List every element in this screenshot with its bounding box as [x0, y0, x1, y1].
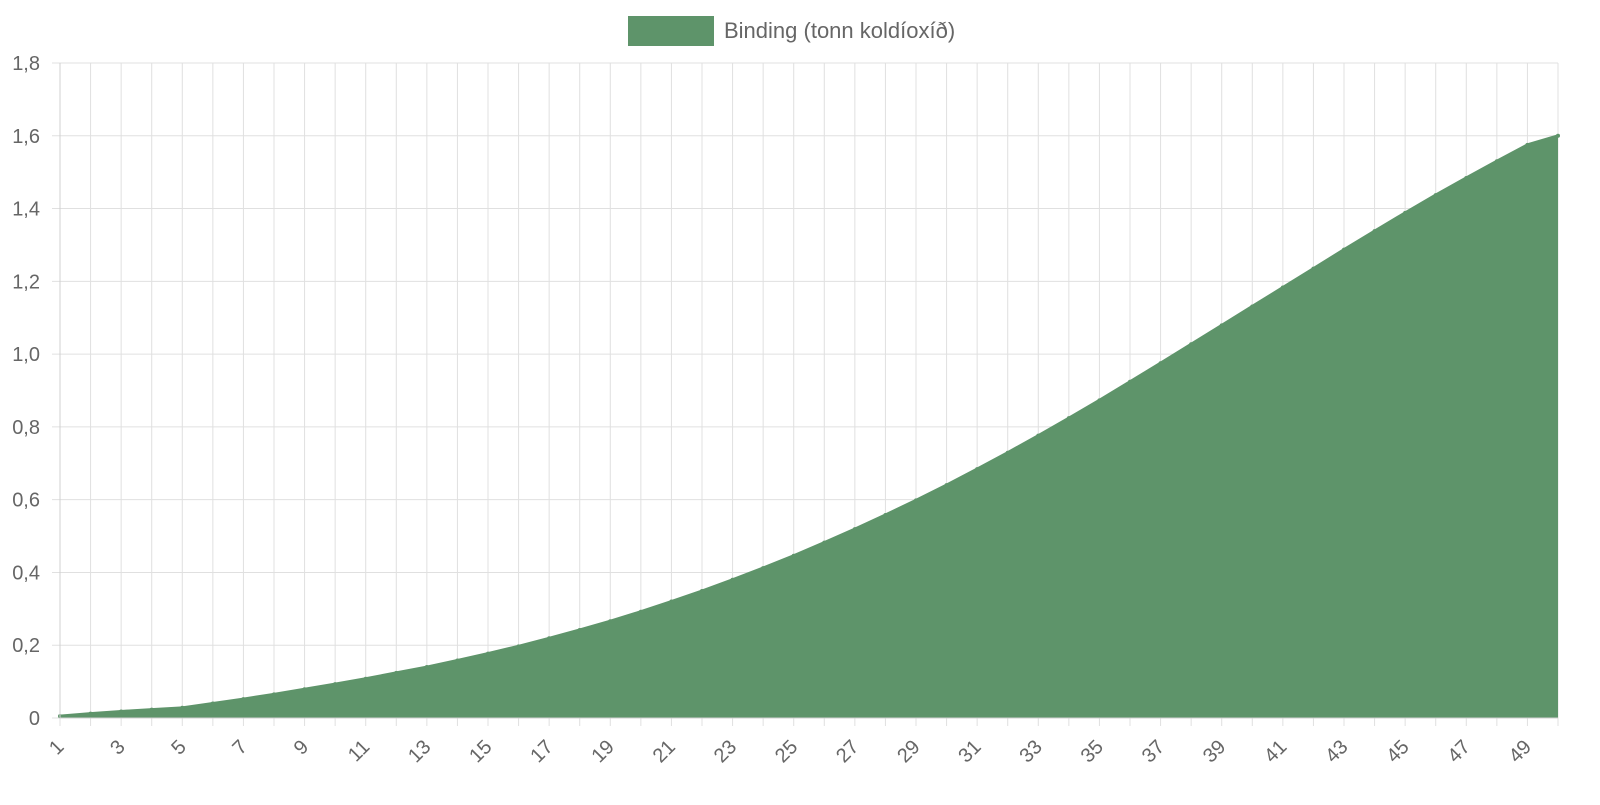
data-point — [700, 589, 704, 594]
data-points — [58, 133, 1560, 719]
data-point — [883, 512, 888, 517]
x-tick-label: 9 — [290, 736, 313, 759]
data-point — [516, 644, 521, 649]
data-point — [1372, 229, 1377, 234]
data-point — [914, 498, 918, 503]
data-point — [1066, 416, 1071, 421]
series-area — [60, 135, 1558, 718]
data-point — [1097, 398, 1102, 403]
data-point — [1128, 379, 1132, 384]
data-point — [1556, 133, 1560, 138]
x-tick-label: 15 — [465, 736, 496, 767]
x-tick-label: 39 — [1199, 736, 1230, 767]
data-point — [1525, 142, 1530, 147]
x-tick-label: 47 — [1444, 736, 1475, 767]
x-tick-label: 33 — [1016, 736, 1047, 767]
data-point — [333, 682, 338, 687]
data-point — [1464, 175, 1469, 180]
data-point — [455, 658, 460, 663]
x-tick-label: 35 — [1077, 736, 1108, 767]
data-point — [1036, 433, 1041, 438]
y-tick-label: 1,8 — [12, 53, 40, 75]
data-point — [149, 707, 154, 712]
data-point — [363, 676, 368, 681]
data-point — [486, 651, 490, 656]
data-point — [547, 636, 552, 641]
y-tick-label: 1,2 — [12, 271, 40, 293]
data-point — [1219, 323, 1224, 328]
data-point — [1342, 247, 1346, 252]
data-point — [1311, 266, 1316, 271]
data-point — [272, 692, 276, 697]
data-point — [1158, 361, 1163, 366]
y-tick-label: 0,2 — [12, 635, 40, 657]
series-line — [59, 134, 1559, 718]
data-point — [424, 665, 429, 670]
y-tick-label: 0,6 — [12, 490, 40, 512]
data-point — [761, 566, 766, 571]
x-tick-label: 3 — [106, 736, 129, 759]
data-point — [791, 553, 796, 558]
data-point — [1433, 193, 1438, 198]
y-tick-label: 1,4 — [12, 199, 40, 221]
data-point — [577, 627, 582, 632]
x-tick-label: 25 — [771, 736, 802, 767]
x-tick-label: 27 — [832, 736, 863, 767]
data-point — [1403, 210, 1408, 215]
data-point — [638, 609, 643, 614]
x-tick-label: 19 — [588, 736, 619, 767]
x-tick-label: 21 — [649, 736, 680, 767]
x-tick-label: 7 — [229, 736, 252, 759]
data-point — [241, 697, 246, 702]
legend-swatch — [628, 16, 714, 46]
x-tick-label: 45 — [1382, 736, 1413, 767]
data-point — [119, 709, 124, 714]
legend-label: Binding (tonn koldíoxíð) — [724, 18, 956, 43]
x-tick-label: 31 — [954, 736, 985, 767]
data-point — [669, 599, 674, 604]
y-tick-label: 1,0 — [12, 344, 40, 366]
y-tick-label: 0,8 — [12, 417, 40, 439]
data-point — [852, 527, 857, 532]
data-point — [210, 701, 215, 706]
data-point — [1494, 159, 1499, 164]
legend[interactable]: Binding (tonn koldíoxíð) — [628, 16, 955, 46]
x-tick-label: 29 — [893, 736, 924, 767]
x-tick-label: 17 — [526, 736, 557, 767]
x-tick-label: 5 — [167, 736, 190, 759]
data-point — [302, 687, 307, 692]
x-tick-label: 49 — [1505, 736, 1536, 767]
x-tick-label: 1 — [45, 736, 68, 759]
data-point — [180, 705, 185, 710]
data-point — [975, 467, 980, 472]
data-point — [1005, 450, 1010, 455]
x-tick-label: 41 — [1260, 736, 1291, 767]
x-tick-label: 43 — [1321, 736, 1352, 767]
data-point — [1189, 342, 1194, 347]
data-point — [730, 577, 735, 582]
data-point — [394, 670, 399, 675]
data-point — [1250, 304, 1255, 309]
x-tick-label: 11 — [344, 736, 374, 766]
data-point — [822, 540, 827, 545]
x-tick-label: 23 — [710, 736, 741, 767]
x-tick-label: 13 — [404, 736, 435, 767]
data-point — [88, 711, 93, 716]
data-point — [1280, 285, 1285, 290]
y-tick-label: 0 — [29, 708, 40, 730]
y-tick-label: 0,4 — [12, 562, 40, 584]
data-point — [608, 619, 613, 624]
y-tick-label: 1,6 — [12, 126, 40, 148]
data-point — [944, 483, 949, 488]
x-tick-label: 37 — [1138, 736, 1169, 767]
